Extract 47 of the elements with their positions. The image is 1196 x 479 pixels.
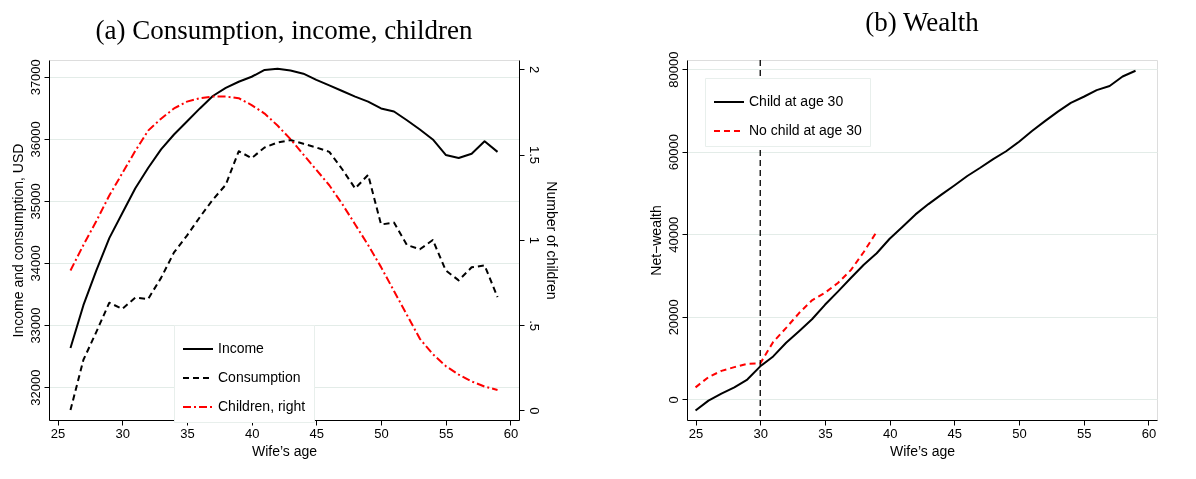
y-tick-label: 0 [665, 396, 681, 404]
y2-tick-label: 1 [526, 236, 542, 244]
x-tick-label: 45 [947, 425, 963, 441]
y2-tick-label: 1.5 [526, 145, 542, 165]
legend-label: Children, right [218, 398, 306, 414]
y-axis-title: Income and consumption, USD [9, 143, 26, 338]
y-tick-label: 32000 [27, 369, 43, 406]
y-tick-label: 40000 [665, 216, 681, 253]
chart-title: (a) Consumption, income, children [95, 14, 474, 45]
y-tick-label: 35000 [27, 183, 43, 220]
x-tick-label: 35 [818, 425, 833, 441]
y-tick-label: 36000 [27, 121, 43, 158]
y-tick-label: 34000 [27, 245, 43, 282]
y2-axis-title: Number of children [543, 181, 560, 300]
y2-tick-label: 2 [526, 66, 542, 74]
line-series [69, 95, 499, 391]
x-tick-label: 30 [753, 425, 768, 441]
x-axis-title: Wife’s age [889, 442, 956, 459]
line-series [694, 230, 878, 389]
x-tick-label: 60 [503, 425, 519, 441]
legend-label: Income [218, 340, 265, 356]
x-tick-label: 25 [50, 425, 66, 441]
y-axis-title: Net−wealth [647, 205, 664, 276]
x-tick-label: 30 [115, 425, 130, 441]
legend-label: Child at age 30 [749, 93, 844, 109]
x-tick-label: 60 [1141, 425, 1157, 441]
x-tick-label: 40 [882, 425, 898, 441]
x-tick-label: 50 [374, 425, 389, 441]
line-series [69, 139, 499, 412]
y2-tick-label: 0 [526, 407, 542, 415]
x-tick-label: 55 [1077, 425, 1092, 441]
x-tick-label: 45 [309, 425, 325, 441]
y-tick-label: 37000 [27, 59, 43, 96]
legend-label: Consumption [218, 369, 301, 385]
legend-label: No child at age 30 [749, 122, 863, 138]
x-tick-label: 55 [439, 425, 454, 441]
x-tick-label: 25 [688, 425, 704, 441]
y2-tick-label: .5 [526, 320, 542, 332]
x-tick-label: 40 [244, 425, 260, 441]
chart-title: (b) Wealth [865, 7, 980, 38]
x-tick-label: 35 [180, 425, 195, 441]
y-tick-label: 20000 [665, 299, 681, 336]
x-axis-title: Wife’s age [251, 442, 318, 459]
y-tick-label: 80000 [665, 51, 681, 88]
y-tick-label: 33000 [27, 307, 43, 344]
y-tick-label: 60000 [665, 134, 681, 171]
x-tick-label: 50 [1012, 425, 1027, 441]
